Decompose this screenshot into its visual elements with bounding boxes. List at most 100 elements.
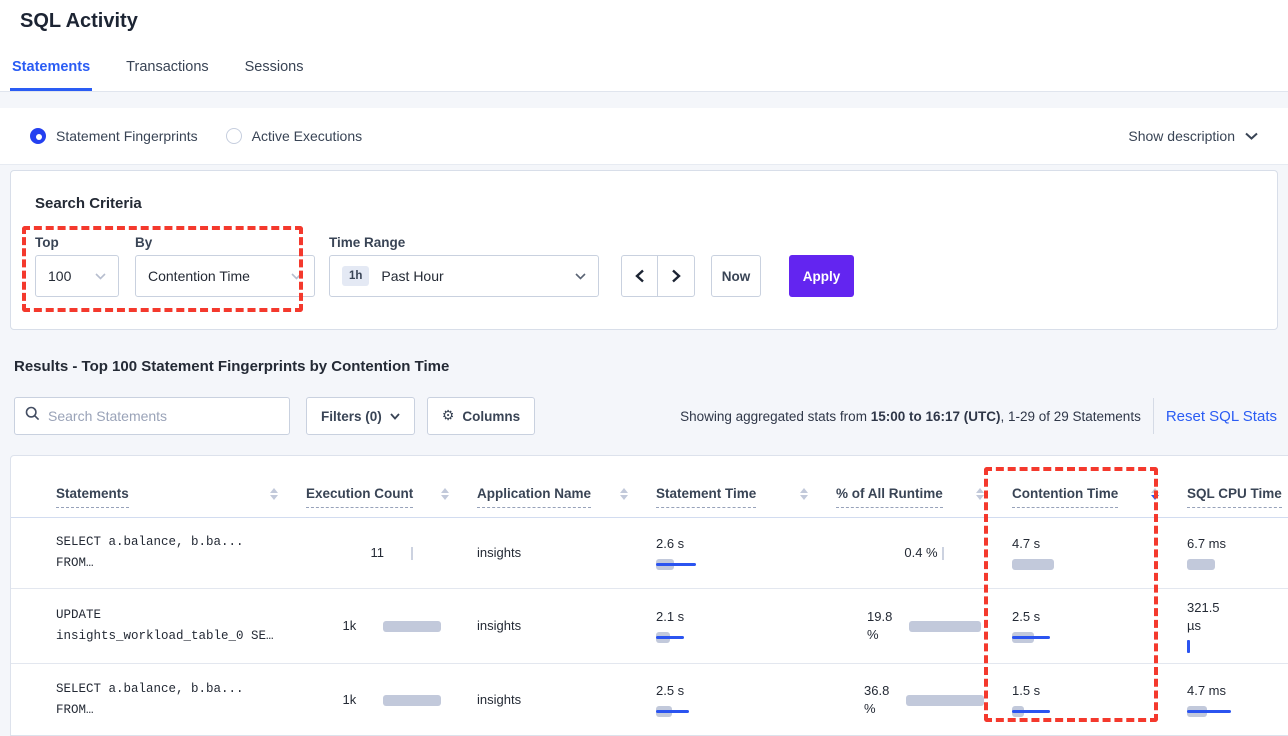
contention-time-bar [1012, 705, 1050, 718]
column-header-statements[interactable]: Statements [56, 486, 306, 517]
time-range-select[interactable]: 1h Past Hour [329, 255, 599, 297]
statement-time-bar [656, 631, 684, 644]
sql-cpu-time-bar [1187, 558, 1215, 571]
column-header-application-name[interactable]: Application Name [477, 486, 656, 517]
execution-count-bar [382, 694, 441, 707]
column-header-pct-runtime[interactable]: % of All Runtime [836, 486, 1012, 517]
results-title: Results - Top 100 Statement Fingerprints… [14, 358, 450, 375]
radio-label: Statement Fingerprints [56, 128, 198, 144]
radio-active-executions[interactable]: Active Executions [225, 128, 363, 144]
statement-time-cell: 2.6 s [656, 518, 836, 588]
top-select[interactable]: 100 [35, 255, 119, 297]
contention-time-cell: 2.5 s [1012, 589, 1187, 663]
sort-icon[interactable] [441, 488, 449, 500]
pct-runtime-cell: 0.4 % [836, 518, 1012, 588]
statement-link[interactable]: SELECT a.balance, b.ba... FROM… [56, 535, 244, 570]
tab-transactions[interactable]: Transactions [126, 59, 209, 75]
search-criteria-panel: Search Criteria Top 100 By Contention Ti… [10, 170, 1278, 330]
statement-time-cell: 2.1 s [656, 589, 836, 663]
search-statements-box[interactable] [14, 397, 290, 435]
statement-time-cell: 2.5 s [656, 664, 836, 735]
time-range-value: Past Hour [381, 268, 444, 284]
sort-icon[interactable] [620, 488, 628, 500]
search-criteria-title: Search Criteria [35, 195, 142, 212]
application-name-cell: insights [477, 692, 522, 707]
execution-count-cell: 1k [306, 664, 477, 735]
chevron-down-icon [390, 412, 400, 420]
pct-runtime-cell: 36.8 % [836, 664, 1012, 735]
column-header-sql-cpu-time[interactable]: SQL CPU Time [1187, 486, 1288, 517]
radio-unselected-icon[interactable] [225, 128, 242, 144]
execution-count-cell: 11 [306, 518, 477, 588]
by-select-value: Contention Time [148, 268, 250, 284]
execution-count-bar [382, 620, 441, 633]
pct-runtime-cell: 19.8 % [836, 589, 1012, 663]
sort-icon[interactable] [976, 488, 984, 500]
table-row: UPDATE insights_workload_table_0 SE… 1k i… [11, 589, 1288, 664]
show-description-toggle[interactable]: Show description [1128, 128, 1258, 144]
time-range-badge: 1h [342, 266, 370, 286]
page-title: SQL Activity [20, 10, 138, 32]
column-header-contention-time[interactable]: Contention Time [1012, 486, 1187, 517]
search-statements-input[interactable] [48, 408, 268, 424]
statement-time-bar [656, 558, 696, 571]
columns-button[interactable]: ⚙ Columns [426, 397, 536, 435]
application-name-cell: insights [477, 618, 522, 633]
sql-cpu-time-bar [1187, 640, 1190, 653]
statement-link[interactable]: SELECT a.balance, b.ba... FROM… [56, 682, 244, 717]
sort-icon[interactable] [800, 488, 808, 500]
pct-runtime-bar [909, 620, 981, 633]
table-row: SELECT a.balance, b.ba... FROM… 11 insigh… [11, 518, 1288, 589]
apply-button[interactable]: Apply [789, 255, 854, 297]
column-header-statement-time[interactable]: Statement Time [656, 486, 836, 517]
chevron-down-icon [95, 272, 106, 280]
filters-label: Filters (0) [321, 408, 382, 424]
execution-count-cell: 1k [306, 589, 477, 663]
pct-runtime-bar [941, 546, 944, 560]
chevron-left-icon [634, 269, 644, 283]
top-label: Top [35, 235, 59, 250]
search-icon [25, 406, 40, 426]
table-header-row: Statements Execution Count Application N… [11, 456, 1288, 518]
statements-table: Statements Execution Count Application N… [10, 455, 1288, 736]
tab-statements[interactable]: Statements [10, 59, 93, 91]
column-header-execution-count[interactable]: Execution Count [306, 486, 477, 517]
contention-time-cell: 4.7 s [1012, 518, 1187, 588]
statement-link[interactable]: UPDATE insights_workload_table_0 SE… [56, 608, 274, 643]
sort-desc-icon[interactable] [1151, 488, 1159, 500]
radio-selected-icon[interactable] [30, 128, 46, 144]
top-select-value: 100 [48, 268, 72, 284]
gear-icon: ⚙ [441, 408, 455, 424]
radio-statement-fingerprints[interactable]: Statement Fingerprints [30, 128, 198, 144]
sql-cpu-time-cell: 6.7 ms [1187, 518, 1288, 588]
divider [1152, 398, 1154, 434]
chevron-right-icon [672, 269, 681, 283]
time-step-buttons [621, 255, 695, 297]
show-description-label: Show description [1128, 128, 1235, 144]
view-toggle-bar: Statement Fingerprints Active Executions… [0, 108, 1288, 165]
top-bar: SQL Activity Statements Transactions Ses… [0, 0, 1288, 92]
reset-sql-stats-link[interactable]: Reset SQL Stats [1165, 407, 1277, 425]
sort-icon[interactable] [270, 488, 278, 500]
sql-cpu-time-cell: 4.7 ms [1187, 664, 1288, 735]
by-label: By [135, 235, 153, 250]
execution-count-bar [410, 546, 413, 560]
chevron-down-icon [1245, 132, 1258, 140]
contention-time-bar [1012, 631, 1050, 644]
previous-time-button[interactable] [622, 256, 658, 296]
next-time-button[interactable] [658, 256, 694, 296]
columns-label: Columns [462, 408, 521, 424]
tab-sessions[interactable]: Sessions [244, 59, 304, 75]
chevron-down-icon [575, 272, 586, 280]
by-select[interactable]: Contention Time [135, 255, 315, 297]
application-name-cell: insights [477, 545, 522, 560]
stats-summary: Showing aggregated stats from 15:00 to 1… [680, 408, 1141, 424]
now-button[interactable]: Now [711, 255, 761, 297]
sql-cpu-time-cell: 321.5 µs [1187, 589, 1288, 663]
radio-label: Active Executions [251, 128, 363, 144]
sql-cpu-time-bar [1187, 705, 1231, 718]
filters-button[interactable]: Filters (0) [306, 397, 415, 435]
pct-runtime-bar [906, 694, 984, 707]
results-toolbar: Filters (0) ⚙ Columns Showing aggregated… [14, 396, 1277, 436]
contention-time-bar [1012, 558, 1054, 571]
